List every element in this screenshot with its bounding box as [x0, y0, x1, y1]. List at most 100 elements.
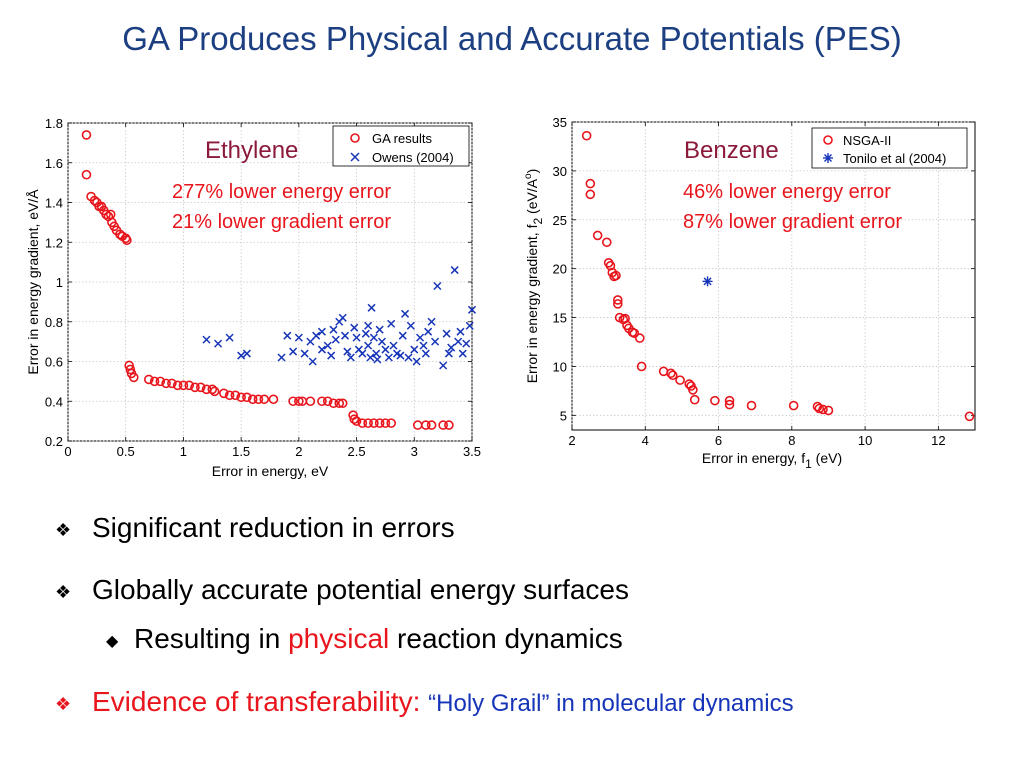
- y-tick-label: 5: [560, 408, 567, 423]
- y-tick-label: 1.8: [45, 116, 63, 131]
- data-point-circle: [219, 388, 229, 399]
- y-tick-label: 0.8: [45, 315, 63, 330]
- x-axis-label-main: Error in energy, f: [702, 450, 805, 466]
- data-point-circle: [149, 376, 160, 387]
- data-point-x: [427, 317, 436, 326]
- bullet-text: Significant reduction in errors: [92, 512, 455, 543]
- x-tick-label: 10: [858, 433, 872, 448]
- data-point-x: [214, 339, 223, 348]
- legend-marker-nsga: [823, 135, 833, 145]
- data-point-x: [373, 355, 382, 364]
- data-point-circle: [253, 394, 264, 405]
- diamond-bullet-icon: ❖: [55, 520, 72, 540]
- bullet-item: ❖ Significant reduction in errors: [55, 512, 455, 544]
- data-point-circle: [294, 396, 304, 407]
- data-point-x: [340, 331, 350, 340]
- data-point-x: [458, 349, 467, 358]
- data-point-x: [410, 345, 419, 354]
- data-point-x: [352, 333, 361, 342]
- chart-name-label: Benzene: [684, 137, 779, 164]
- data-point-circle: [167, 378, 177, 389]
- data-point-x: [277, 353, 286, 362]
- data-point-circle: [236, 392, 246, 403]
- data-point-x: [456, 327, 465, 336]
- data-point-circle: [612, 295, 623, 305]
- data-point-circle: [125, 364, 136, 375]
- data-point-circle: [724, 395, 735, 406]
- data-point-x: [202, 335, 211, 344]
- x-tick-labels: 2 4 6 8 10 12: [568, 433, 945, 448]
- legend: NSGA-II Tonilo et al (2004): [811, 127, 968, 169]
- data-point-star: [702, 276, 713, 287]
- data-point-circle: [259, 394, 270, 405]
- data-point-x: [283, 331, 292, 340]
- data-point-x: [225, 333, 234, 342]
- data-point-circle: [634, 333, 645, 343]
- y-tick-label: 1.6: [45, 156, 63, 171]
- x-tick-label: 1: [180, 444, 187, 459]
- data-point-circle: [444, 420, 454, 430]
- tick-marks: [571, 121, 975, 430]
- annotation-gradient: 21% lower gradient error: [172, 211, 391, 233]
- data-point-x: [404, 353, 413, 362]
- data-point-circle: [328, 398, 339, 409]
- data-point-circle: [426, 420, 437, 430]
- x-tick-label: 1.5: [232, 444, 250, 459]
- data-point-x: [308, 357, 317, 366]
- legend-marker-tonilo: [823, 153, 833, 163]
- x-tick-label: 2: [295, 444, 302, 459]
- data-point-x: [421, 349, 430, 358]
- x-tick-label: 3.5: [463, 444, 481, 459]
- y-tick-label: 20: [553, 262, 567, 277]
- data-point-x: [331, 335, 340, 344]
- bullet-text: Globally accurate potential energy surfa…: [92, 574, 629, 605]
- data-point-x: [377, 337, 386, 346]
- data-point-x: [317, 327, 326, 336]
- data-point-circle: [334, 398, 345, 409]
- y-tick-label: 1.4: [45, 196, 63, 211]
- data-point-x: [242, 349, 251, 358]
- data-point-circle: [190, 382, 200, 393]
- data-point-circle: [585, 189, 596, 200]
- data-point-circle: [369, 418, 379, 428]
- sub-bullet-item: ◆ Resulting in physical reaction dynamic…: [106, 623, 623, 655]
- legend: GA results Owens (2004): [332, 125, 470, 167]
- y-axis-label-main: Error in energy gradient, f: [524, 224, 540, 383]
- data-point-x: [289, 347, 298, 356]
- data-point-x: [462, 339, 471, 348]
- data-point-circle: [144, 374, 154, 385]
- legend-label-owens: Owens (2004): [372, 150, 454, 165]
- x-tick-label: 3: [411, 444, 418, 459]
- legend-label-nsga: NSGA-II: [843, 133, 891, 148]
- data-point-circle: [349, 414, 360, 424]
- data-point-circle: [322, 396, 333, 407]
- data-point-x: [346, 353, 355, 362]
- data-point-circle: [122, 235, 132, 246]
- diamond-bullet-icon: ❖: [55, 582, 72, 602]
- data-point-x: [381, 345, 390, 354]
- data-point-x: [327, 351, 336, 360]
- data-point-x: [350, 323, 359, 332]
- data-point-x: [412, 357, 421, 366]
- data-point-circle: [421, 420, 431, 430]
- data-point-circle: [155, 376, 166, 387]
- data-point-circle: [964, 411, 975, 422]
- data-point-circle: [89, 195, 100, 206]
- y-tick-label: 0.4: [45, 394, 63, 409]
- data-point-circle: [178, 380, 189, 391]
- data-point-x: [424, 327, 433, 336]
- sub-bullet-text-pre: Resulting in: [134, 623, 289, 654]
- diamond-sub-bullet-icon: ◆: [106, 633, 119, 650]
- data-point-x: [454, 337, 463, 346]
- data-point-x: [300, 349, 309, 358]
- data-point-x: [416, 333, 425, 342]
- data-point-circle: [317, 396, 327, 407]
- slide-title: GA Produces Physical and Accurate Potent…: [122, 20, 902, 57]
- data-point-circle: [247, 394, 258, 405]
- y-axis-label: Error in energy gradient, eV/Å: [25, 189, 41, 375]
- bullet-item: ❖ Evidence of transferability: “Holy Gra…: [55, 686, 794, 718]
- legend-label-tonilo: Tonilo et al (2004): [843, 151, 946, 166]
- data-point-x: [306, 337, 315, 346]
- data-point-x: [398, 331, 407, 340]
- data-point-x: [396, 351, 405, 360]
